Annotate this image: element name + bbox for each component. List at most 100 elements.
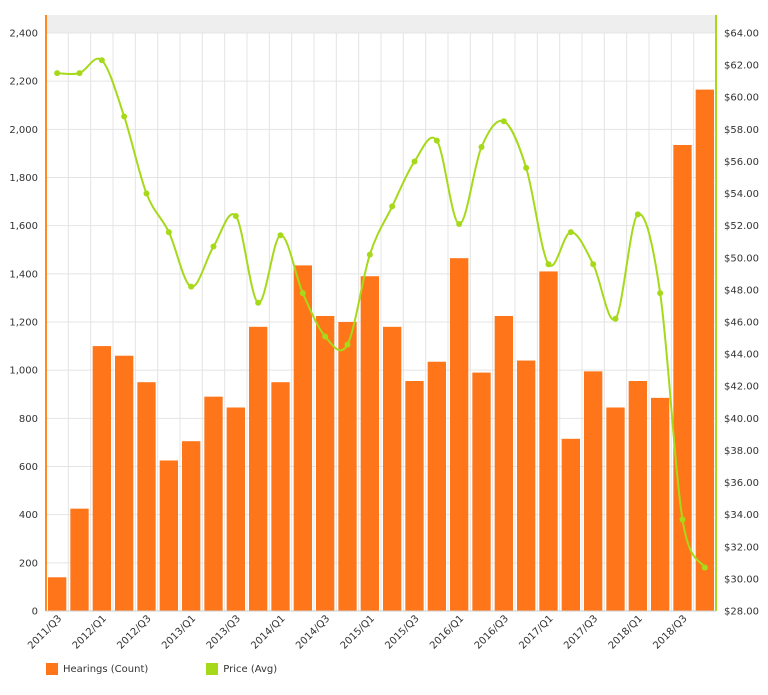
bar-hearings xyxy=(293,265,312,611)
bar-hearings xyxy=(226,407,245,611)
bar-hearings xyxy=(316,315,335,611)
y-right-tick-label: $36.00 xyxy=(724,478,759,489)
bar-hearings xyxy=(338,322,357,611)
y-left-tick-label: 2,200 xyxy=(9,77,38,88)
y-left-tick-label: 400 xyxy=(19,510,38,521)
bar-hearings xyxy=(48,577,67,611)
y-right-tick-label: $60.00 xyxy=(724,93,759,104)
y-left-tick-label: 2,000 xyxy=(9,125,38,136)
x-tick-label: 2013/Q3 xyxy=(205,613,243,651)
bar-hearings xyxy=(159,460,178,611)
y-right-tick-label: $58.00 xyxy=(724,125,759,136)
point-price xyxy=(210,243,217,250)
y-left-tick-label: 1,800 xyxy=(9,173,38,184)
x-tick-label: 2013/Q1 xyxy=(160,613,198,651)
point-price xyxy=(612,315,619,322)
legend-item-hearings[interactable]: Hearings (Count) xyxy=(46,663,148,675)
y-left-tick-label: 1,400 xyxy=(9,269,38,280)
point-price xyxy=(366,251,373,258)
point-price xyxy=(567,229,574,236)
bar-hearings xyxy=(405,381,424,611)
y-right-tick-label: $38.00 xyxy=(724,446,759,457)
x-tick-label: 2014/Q1 xyxy=(249,613,287,651)
point-price xyxy=(590,261,597,268)
y-right-tick-label: $28.00 xyxy=(724,607,759,618)
bar-hearings xyxy=(695,89,714,612)
y-left-tick-label: 1,200 xyxy=(9,318,38,329)
x-tick-label: 2016/Q1 xyxy=(428,613,466,651)
y-right-tick-label: $42.00 xyxy=(724,382,759,393)
x-tick-label: 2012/Q3 xyxy=(115,613,153,651)
x-tick-label: 2018/Q3 xyxy=(651,613,689,651)
bar-hearings xyxy=(70,508,89,611)
x-tick-label: 2016/Q3 xyxy=(473,613,511,651)
bar-hearings xyxy=(584,371,603,611)
point-price xyxy=(657,290,664,297)
bar-hearings xyxy=(472,372,491,611)
bar-hearings xyxy=(383,326,402,611)
bar-hearings xyxy=(360,276,379,611)
y-right-tick-label: $54.00 xyxy=(724,189,759,200)
x-tick-label: 2017/Q3 xyxy=(562,613,600,651)
legend-swatch-hearings xyxy=(46,663,58,675)
legend-swatch-price xyxy=(206,663,219,675)
point-price xyxy=(456,221,463,228)
legend: Hearings (Count) Price (Avg) xyxy=(46,663,335,675)
point-price xyxy=(679,516,686,523)
y-left-tick-label: 0 xyxy=(32,607,38,618)
bar-hearings xyxy=(182,441,201,611)
bar-hearings xyxy=(450,258,469,611)
bar-hearings xyxy=(651,397,670,611)
y-left-tick-label: 1,000 xyxy=(9,366,38,377)
point-price xyxy=(143,190,150,197)
point-price xyxy=(322,333,329,340)
bar-hearings xyxy=(92,346,111,611)
point-price xyxy=(433,137,440,144)
point-price xyxy=(344,341,351,348)
y-left-tick-label: 1,600 xyxy=(9,221,38,232)
bar-hearings xyxy=(204,396,223,611)
point-price xyxy=(255,299,262,306)
bar-hearings xyxy=(606,407,625,611)
y-left-tick-label: 2,400 xyxy=(9,29,38,40)
x-tick-label: 2014/Q3 xyxy=(294,613,332,651)
bar-hearings xyxy=(137,382,156,611)
y-right-tick-label: $44.00 xyxy=(724,350,759,361)
chart-header-band xyxy=(46,15,716,33)
y-right-tick-label: $40.00 xyxy=(724,414,759,425)
y-right-tick-label: $32.00 xyxy=(724,542,759,553)
point-price xyxy=(411,158,418,165)
point-price xyxy=(545,261,552,268)
bar-hearings xyxy=(271,382,290,611)
x-tick-label: 2017/Q1 xyxy=(517,613,555,651)
point-price xyxy=(165,229,172,236)
y-right-tick-label: $52.00 xyxy=(724,221,759,232)
x-tick-label: 2015/Q3 xyxy=(383,613,421,651)
y-right-tick-label: $48.00 xyxy=(724,285,759,296)
y-left-tick-label: 600 xyxy=(19,462,38,473)
legend-label-hearings: Hearings (Count) xyxy=(63,663,149,675)
bar-hearings xyxy=(427,361,446,611)
bar-hearings xyxy=(561,438,580,611)
y-right-tick-label: $50.00 xyxy=(724,253,759,264)
point-price xyxy=(701,564,708,571)
point-price xyxy=(523,164,530,171)
y-right-tick-label: $34.00 xyxy=(724,510,759,521)
y-left-tick-label: 800 xyxy=(19,414,38,425)
bar-hearings xyxy=(628,381,647,611)
point-price xyxy=(389,203,396,210)
point-price xyxy=(121,113,128,120)
point-price xyxy=(98,57,105,64)
x-tick-label: 2011/Q3 xyxy=(26,613,64,651)
bar-hearings xyxy=(517,360,536,611)
bar-hearings xyxy=(249,326,268,611)
point-price xyxy=(478,143,485,150)
y-right-tick-label: $62.00 xyxy=(724,61,759,72)
legend-label-price: Price (Avg) xyxy=(223,663,278,675)
legend-item-price[interactable]: Price (Avg) xyxy=(206,663,277,675)
bar-hearings xyxy=(673,144,692,612)
bar-hearings xyxy=(539,271,558,611)
y-left-tick-label: 200 xyxy=(19,558,38,569)
